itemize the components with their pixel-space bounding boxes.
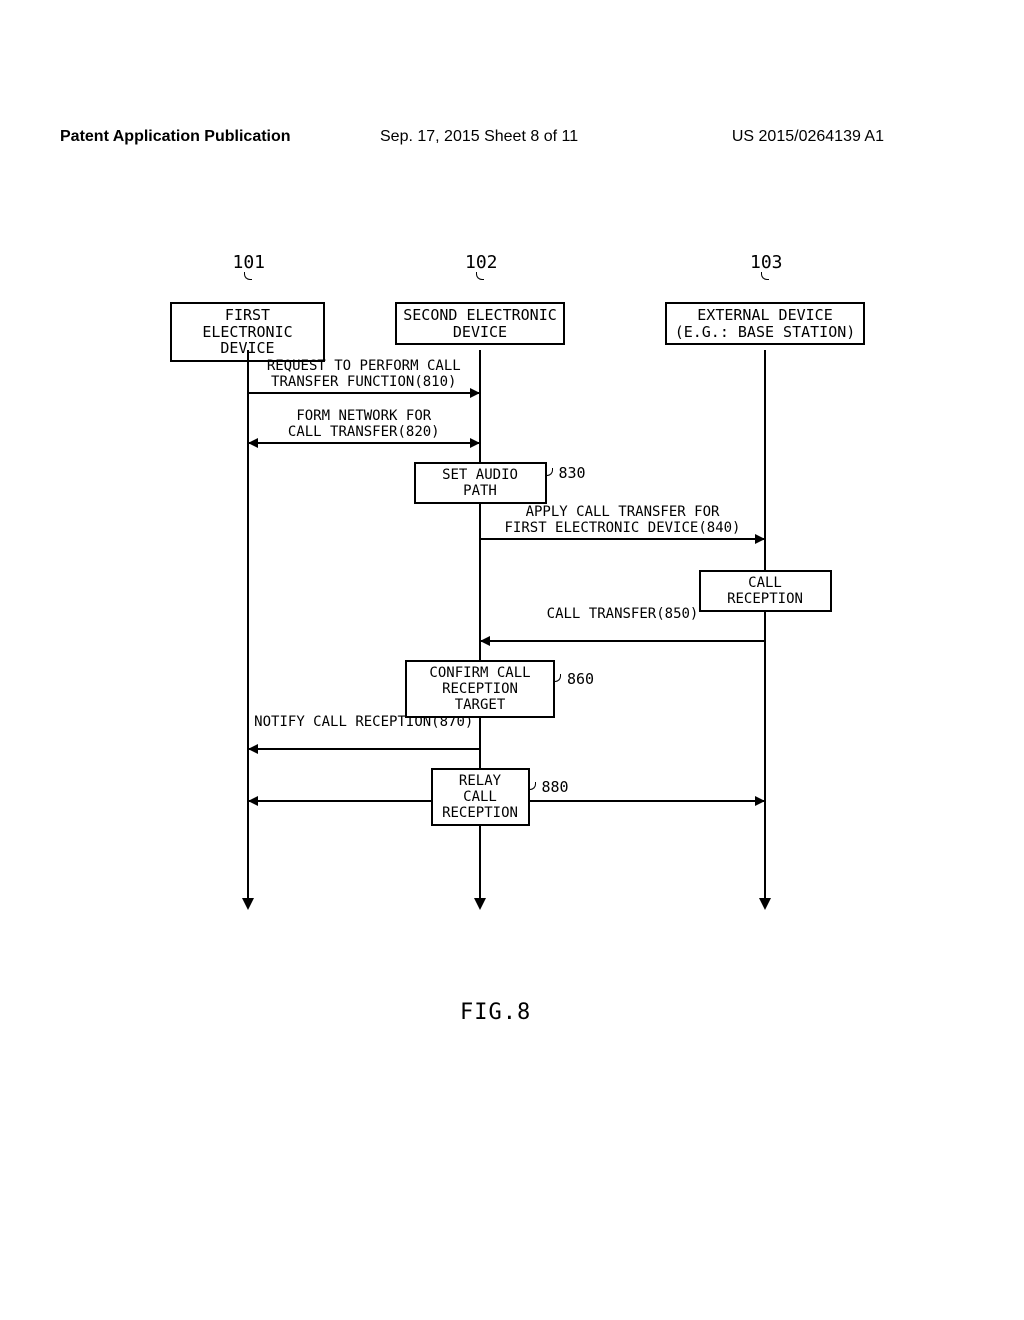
lifeline-arrow [242,898,254,910]
leader-line [761,272,769,280]
message-line [248,442,481,444]
header-right: US 2015/0264139 A1 [732,128,884,146]
step-box: CALL RECEPTION [699,570,832,612]
lane-number: 103 [750,252,783,273]
lane-header: SECOND ELECTRONICDEVICE [395,302,565,345]
lifeline [764,350,766,900]
step-ref: 830 [559,464,586,482]
message-label: REQUEST TO PERFORM CALLTRANSFER FUNCTION… [248,358,481,390]
step-ref: 860 [567,670,594,688]
lifeline-arrow [474,898,486,910]
sequence-diagram: 101FIRST ELECTRONICDEVICE102SECOND ELECT… [150,280,870,920]
lane-number: 102 [465,252,498,273]
lane-number: 101 [233,252,266,273]
lane-header: EXTERNAL DEVICE(E.G.: BASE STATION) [665,302,865,345]
figure-caption: FIG.8 [460,1000,531,1025]
arrow-right-icon [755,796,765,806]
message-line [248,748,481,750]
ref-leader [545,468,553,476]
message-label: APPLY CALL TRANSFER FORFIRST ELECTRONIC … [480,504,765,536]
message-label: FORM NETWORK FORCALL TRANSFER(820) [248,408,481,440]
lifeline-arrow [759,898,771,910]
arrow-left-icon [480,636,490,646]
step-ref: 880 [542,778,569,796]
message-line [480,640,765,642]
message-line [480,538,765,540]
ref-leader [528,782,536,790]
arrow-left-icon [248,744,258,754]
arrow-left-icon [248,796,258,806]
leader-line [244,272,252,280]
ref-leader [553,674,561,682]
page-header: Patent Application Publication Sep. 17, … [0,128,1024,146]
step-box: RELAY CALLRECEPTION [431,768,530,826]
message-line [248,392,481,394]
step-box: CONFIRM CALLRECEPTION TARGET [405,660,555,718]
leader-line [476,272,484,280]
header-left: Patent Application Publication [60,128,291,145]
header-center: Sep. 17, 2015 Sheet 8 of 11 [380,128,578,146]
step-box: SET AUDIO PATH [414,462,547,504]
